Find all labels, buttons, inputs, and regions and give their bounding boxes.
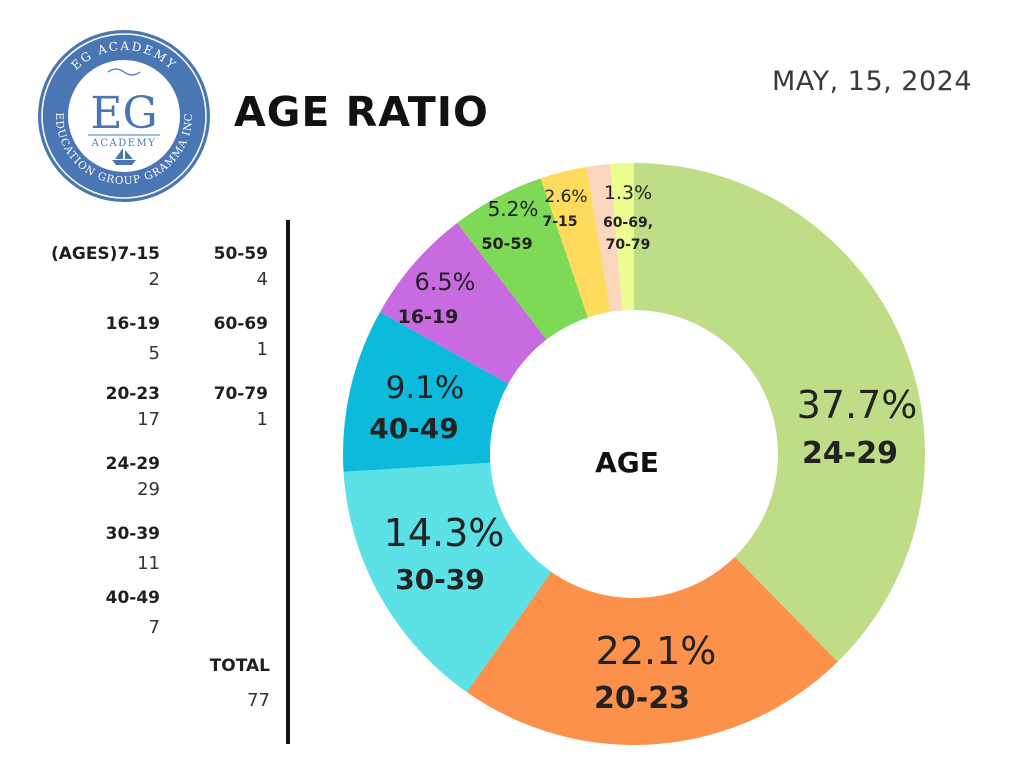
slice-percent-label: 9.1% [386,370,465,406]
age-count-row: 70-79 1 [214,384,268,454]
age-count-row: 16-19 5 [51,314,160,384]
slice-percent-label: 2.6% [544,187,587,207]
age-group-count: 11 [137,553,160,574]
report-date: MAY, 15, 2024 [771,66,972,97]
donut-slice-40-49 [343,311,509,472]
age-group-count: 1 [256,409,268,430]
slice-category-label: 60-69, [603,215,653,231]
ship-icon [112,148,136,165]
logo-subtitle: ACADEMY [91,138,157,149]
table-divider [286,220,290,744]
age-group-count: 4 [256,269,268,290]
donut-slice-24-29 [634,163,925,662]
slice-category-label: 40-49 [369,412,459,445]
age-group-label: 30-39 [105,524,160,544]
age-group-count: 2 [148,269,160,290]
age-group-label: 50-59 [213,244,268,264]
age-count-row: 50-59 4 [214,244,268,314]
age-count-row: (AGES)7-15 2 [51,244,160,314]
age-group-count: 29 [137,479,160,500]
age-count-row: 24-29 29 [51,454,160,524]
slice-category-label: 50-59 [481,234,532,253]
age-count-row: 20-23 17 [51,384,160,454]
total-label: TOTAL [209,656,270,676]
age-group-label: 20-23 [105,384,160,404]
slice-percent-label: 1.3% [604,182,652,204]
donut-slice-60-69 [586,163,623,312]
donut-slice-7-15 [540,166,611,318]
age-group-label: (AGES)7-15 [50,244,160,264]
age-count-column-2: 50-59 4 60-69 1 70-79 1 [214,244,268,454]
total-value: 77 [247,690,270,711]
donut-slice-16-19 [380,222,547,384]
slice-category-label: 7-15 [542,214,577,230]
age-group-label: 70-79 [213,384,268,404]
donut-center-label: AGE [595,446,659,479]
slice-category-label: 16-19 [398,306,459,328]
slice-percent-label: 5.2% [488,197,539,221]
donut-slice-70-79 [610,163,634,311]
age-group-count: 5 [148,343,160,364]
slice-category-label: 70-79 [606,237,651,253]
eg-academy-logo: EG ACADEMY EDUCATION GROUP GRAMMA INC EG… [38,30,210,202]
age-group-count: 17 [137,409,160,430]
slice-percent-label: 37.7% [797,383,918,427]
age-group-label: 60-69 [213,314,268,334]
age-group-label: 16-19 [105,314,160,334]
slice-percent-label: 22.1% [596,629,717,673]
slice-category-label: 30-39 [395,563,485,596]
page-title: AGE RATIO [234,88,489,136]
age-group-count: 1 [256,339,268,360]
age-group-label: 40-49 [105,588,160,608]
logo-monogram: EG [90,88,157,139]
slice-percent-label: 14.3% [384,511,505,555]
age-group-label: 24-29 [105,454,160,474]
age-count-row: 40-49 7 [51,588,160,658]
slice-percent-label: 6.5% [415,268,476,296]
donut-slice-20-23 [466,556,838,745]
total-block: TOTAL 77 [210,656,270,711]
age-count-row: 30-39 11 [51,524,160,588]
donut-slice-30-39 [343,462,552,693]
age-group-count: 7 [148,617,160,638]
age-count-column-1: (AGES)7-15 2 16-19 5 20-23 17 24-29 29 3… [51,244,160,658]
donut-slice-50-59 [457,178,588,340]
slice-category-label: 20-23 [594,681,690,716]
age-count-row: 60-69 1 [214,314,268,384]
slice-category-label: 24-29 [802,436,898,471]
ornament-icon [107,68,141,76]
